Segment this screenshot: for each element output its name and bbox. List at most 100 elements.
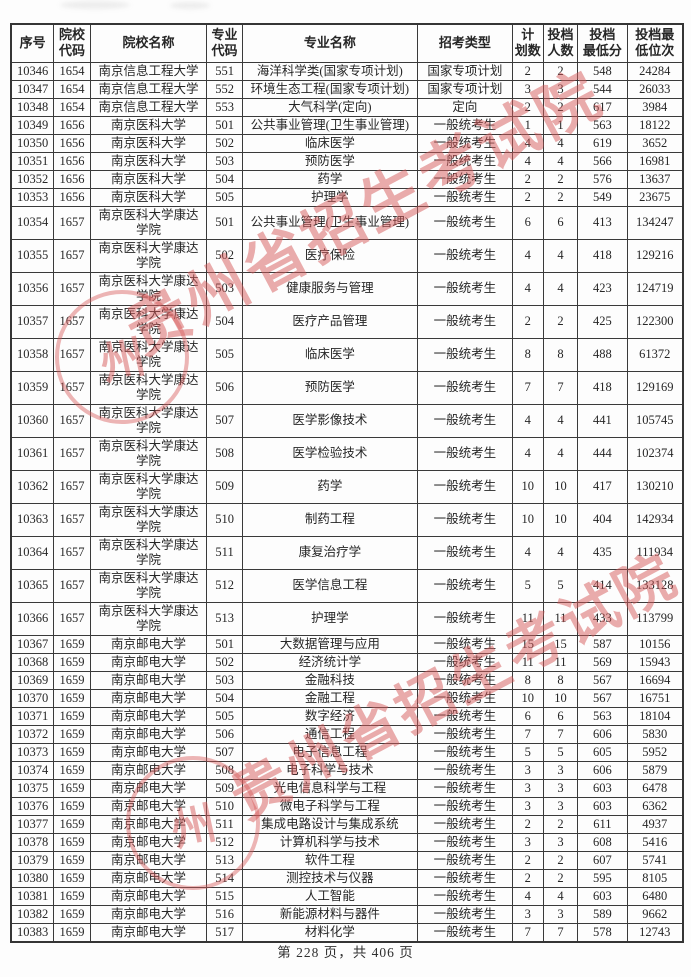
table-row: 10370 1659 南京邮电大学 504 金融工程 一般统考生 10 10 567 16751	[10, 688, 684, 708]
cell-major-code: 509	[206, 778, 243, 798]
cell-college-name: 南京医科大学康达学院	[89, 601, 208, 636]
cell-min-score: 404	[577, 502, 628, 537]
cell-college-name: 南京医科大学	[89, 151, 208, 171]
cell-major-code: 512	[206, 568, 243, 603]
cell-major-code: 551	[206, 61, 243, 81]
cell-college-code: 1659	[53, 670, 91, 690]
cell-min-score: 417	[577, 469, 628, 504]
cell-college-code: 1659	[53, 760, 91, 780]
table-row: 10380 1659 南京邮电大学 514 测控技术与仪器 一般统考生 2 2 595 8105	[10, 868, 684, 888]
cell-min-rank: 12743	[626, 922, 684, 942]
cell-min-rank: 16981	[626, 151, 684, 171]
table-row: 10362 1657 南京医科大学康达学院 509 药学 一般统考生 10 10 417 1302…	[10, 469, 684, 504]
cell-college-name: 南京医科大学康达学院	[89, 403, 208, 438]
cell-major-name: 临床医学	[241, 133, 418, 153]
cell-major-code: 513	[206, 850, 243, 870]
cell-college-code: 1659	[53, 868, 91, 888]
cell-college-code: 1656	[53, 169, 91, 189]
cell-college-code: 1659	[53, 922, 91, 942]
cell-major-name: 经济统计学	[241, 652, 418, 672]
cell-college-code: 1657	[53, 535, 91, 570]
table-row: 10368 1659 南京邮电大学 502 经济统计学 一般统考生 11 11 569 15943	[10, 652, 684, 672]
cell-major-code: 506	[206, 724, 243, 744]
cell-serial: 10372	[10, 724, 55, 744]
cell-serial: 10347	[10, 79, 55, 99]
cell-major-name: 护理学	[241, 601, 418, 636]
cell-major-code: 504	[206, 304, 243, 339]
cell-serial: 10348	[10, 97, 55, 117]
cell-major-code: 513	[206, 601, 243, 636]
cell-major-code: 507	[206, 742, 243, 762]
cell-major-name: 临床医学	[241, 337, 418, 372]
column-header-admission-type: 招考类型	[416, 23, 513, 63]
cell-min-score: 566	[577, 151, 628, 171]
cell-filed-count: 6	[542, 205, 579, 240]
admissions-table-header: 序号 院校 代码 院校名称 专业 代码 专业名称 招考类型计 划数 投档 人数 投档 最低分投…	[10, 23, 684, 63]
page-number-footer: 第 228 页，共 406 页	[277, 945, 414, 960]
cell-college-name: 南京邮电大学	[89, 634, 208, 654]
cell-filed-count: 4	[542, 133, 579, 153]
cell-filed-count: 3	[542, 796, 579, 816]
cell-college-code: 1657	[53, 568, 91, 603]
cell-min-score: 595	[577, 868, 628, 888]
cell-filed-count: 5	[542, 568, 579, 603]
table-row: 10347 1654 南京信息工程大学 552 环境生态工程(国家专项计划) 国家专项计划…	[10, 79, 684, 99]
cell-filed-count: 10	[542, 469, 579, 504]
cell-admission-type: 一般统考生	[416, 370, 513, 405]
cell-major-name: 材料化学	[241, 922, 418, 942]
cell-serial: 10362	[10, 469, 55, 504]
cell-admission-type: 一般统考生	[416, 187, 513, 207]
cell-admission-type: 一般统考生	[416, 670, 513, 690]
cell-min-score: 567	[577, 670, 628, 690]
cell-filed-count: 2	[542, 304, 579, 339]
cell-plan-count: 8	[511, 337, 544, 372]
cell-min-rank: 18104	[626, 706, 684, 726]
cell-filed-count: 2	[542, 61, 579, 81]
cell-major-code: 512	[206, 832, 243, 852]
header-row: 序号 院校 代码 院校名称 专业 代码 专业名称 招考类型计 划数 投档 人数 投档 最低分投…	[10, 23, 684, 63]
cell-college-code: 1657	[53, 337, 91, 372]
cell-min-score: 587	[577, 634, 628, 654]
cell-plan-count: 2	[511, 304, 544, 339]
table-row: 10356 1657 南京医科大学康达学院 503 健康服务与管理 一般统考生 4 4 423 1…	[10, 271, 684, 306]
cell-college-name: 南京医科大学	[89, 169, 208, 189]
cell-college-code: 1657	[53, 238, 91, 273]
cell-college-code: 1656	[53, 187, 91, 207]
cell-plan-count: 2	[511, 868, 544, 888]
cell-college-code: 1659	[53, 706, 91, 726]
cell-min-rank: 9662	[626, 904, 684, 924]
cell-major-name: 健康服务与管理	[241, 271, 418, 306]
cell-min-rank: 133128	[626, 568, 684, 603]
cell-min-rank: 6478	[626, 778, 684, 798]
table-row: 10364 1657 南京医科大学康达学院 511 康复治疗学 一般统考生 4 4 435 111…	[10, 535, 684, 570]
cell-serial: 10364	[10, 535, 55, 570]
cell-college-code: 1654	[53, 61, 91, 81]
cell-filed-count: 2	[542, 187, 579, 207]
cell-serial: 10355	[10, 238, 55, 273]
cell-major-code: 508	[206, 436, 243, 471]
cell-min-rank: 3984	[626, 97, 684, 117]
scan-smudge	[170, 2, 210, 9]
column-header-min-rank: 投档最 低位次	[626, 23, 684, 63]
cell-filed-count: 3	[542, 760, 579, 780]
cell-serial: 10370	[10, 688, 55, 708]
cell-college-name: 南京医科大学康达学院	[89, 436, 208, 471]
cell-college-code: 1659	[53, 778, 91, 798]
cell-college-code: 1659	[53, 688, 91, 708]
cell-major-name: 医疗产品管理	[241, 304, 418, 339]
cell-admission-type: 一般统考生	[416, 568, 513, 603]
cell-plan-count: 10	[511, 688, 544, 708]
cell-filed-count: 2	[542, 814, 579, 834]
cell-filed-count: 4	[542, 238, 579, 273]
cell-min-score: 441	[577, 403, 628, 438]
cell-filed-count: 6	[542, 706, 579, 726]
cell-major-code: 552	[206, 79, 243, 99]
table-row: 10373 1659 南京邮电大学 507 电子信息工程 一般统考生 5 5 605 5952	[10, 742, 684, 762]
cell-college-code: 1659	[53, 886, 91, 906]
cell-major-code: 508	[206, 760, 243, 780]
cell-major-name: 大数据管理与应用	[241, 634, 418, 654]
cell-plan-count: 11	[511, 652, 544, 672]
cell-college-name: 南京邮电大学	[89, 796, 208, 816]
cell-college-code: 1659	[53, 850, 91, 870]
cell-college-name: 南京邮电大学	[89, 760, 208, 780]
